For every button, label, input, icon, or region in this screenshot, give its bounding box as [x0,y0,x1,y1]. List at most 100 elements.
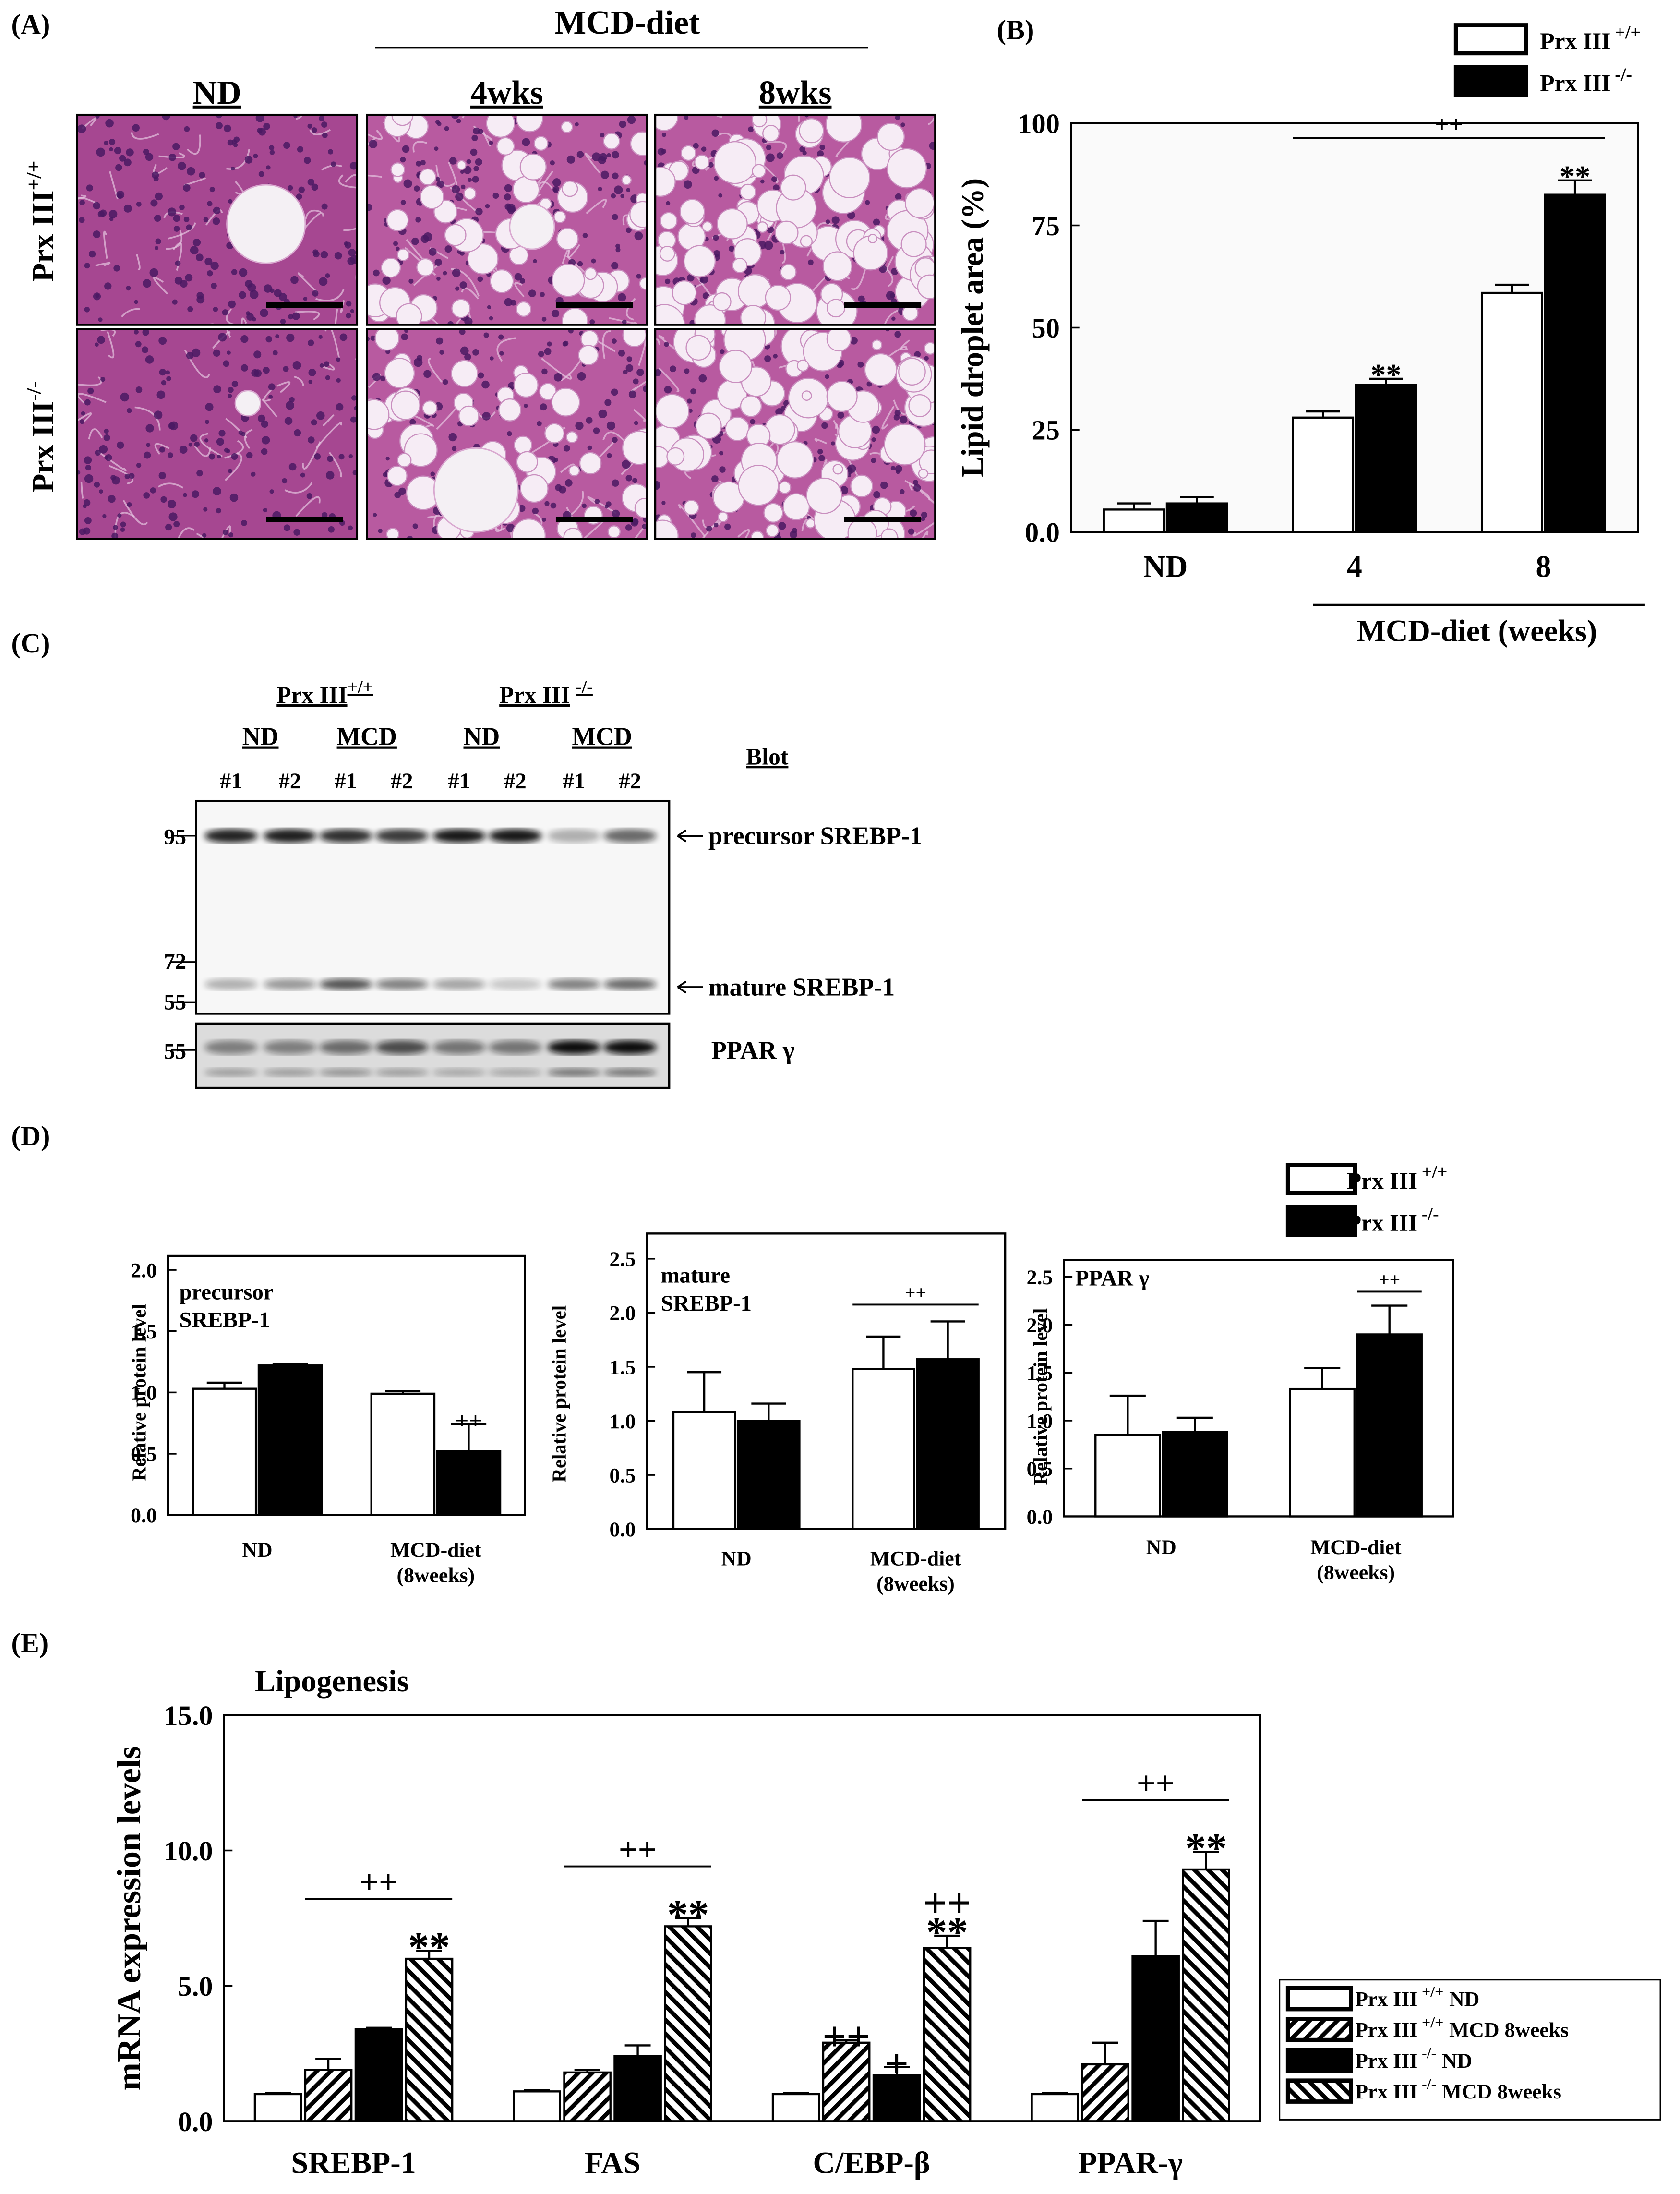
nucleus [871,458,876,463]
nucleus [461,184,466,190]
nucleus [414,185,420,192]
lipid-droplet [752,164,766,178]
nucleus [750,419,756,424]
nucleus [120,527,125,532]
nucleus [307,179,315,186]
nucleus [308,436,315,444]
nucleus [348,454,353,458]
nucleus [85,465,91,471]
sinusoid [570,491,584,516]
nucleus [318,335,323,339]
lipid-droplet [519,153,547,181]
nucleus [701,146,707,152]
nucleus [612,338,617,344]
nucleus [231,381,239,387]
column-label: ND [193,74,241,111]
nucleus [778,522,786,530]
bar [852,1368,915,1530]
nucleus [448,433,457,442]
nucleus [94,482,100,488]
lipid-droplet [904,188,935,218]
nucleus [724,523,731,530]
y-tick-label: 10.0 [164,1835,213,1867]
lipid-droplet [717,208,748,240]
nucleus [222,530,228,535]
column-label: 4wks [470,74,543,111]
lipid-droplet [396,248,410,261]
nucleus [684,115,689,120]
x-tick-label: MCD-diet [870,1547,961,1570]
lipid-droplet [864,353,897,386]
nucleus [628,390,636,398]
blot-group: Prx III -/- [499,677,593,708]
nucleus [541,368,548,375]
sinusoid [302,441,321,470]
nucleus [443,379,448,385]
legend-swatch [1285,1163,1357,1195]
bar [1480,291,1543,533]
nucleus [328,149,334,155]
bar [370,1392,436,1516]
nucleus [211,282,217,289]
y-axis-label: Lipid droplet area (%) [955,178,989,477]
lipid-droplet [456,160,467,170]
nucleus [452,268,461,277]
nucleus [563,445,570,452]
significance-label: ** [1370,358,1401,392]
lipid-droplet [751,530,764,539]
lipid-droplet [629,201,647,228]
nucleus [253,350,262,359]
y-axis-label: Relative protein level [548,1305,570,1483]
sinusoid [77,393,107,404]
nucleus [119,155,126,162]
error-bar [1142,1919,1169,1956]
nucleus [203,507,208,512]
lipid-droplet [655,446,670,468]
nucleus [296,193,302,200]
nucleus [636,368,644,376]
significance-label: ++ [360,1864,398,1901]
nucleus [155,192,163,201]
band-label: precursor SREBP-1 [708,822,923,850]
sinusoid [335,309,338,325]
nucleus [924,356,929,361]
lipid-droplet [387,465,408,486]
nucleus [553,373,563,382]
nucleus [504,298,513,306]
sinusoid [136,254,141,271]
lipid-droplet [533,136,549,151]
nucleus [155,238,161,244]
nucleus [145,153,154,161]
nucleus [460,346,469,355]
nucleus [921,517,925,521]
lipid-droplet [621,175,632,185]
y-tick-label: 0.0 [178,2106,213,2137]
inner-label: PPAR γ [1075,1266,1150,1290]
y-tick-label: 25 [1032,415,1060,446]
nucleus [790,530,797,539]
nucleus [455,286,460,291]
nucleus [577,261,583,267]
nucleus [913,484,921,492]
error-bar [385,1390,421,1394]
nucleus [117,513,122,518]
nucleus [322,133,328,138]
legend-name: Prx III [1355,2019,1417,2042]
nucleus [109,147,113,152]
nucleus [873,491,881,498]
nucleus [109,217,114,221]
nucleus [319,115,324,121]
lipid-droplet [780,174,806,201]
nucleus [209,453,216,460]
diet-label: ND [242,723,279,751]
sinusoid [244,429,253,449]
lipid-droplet [467,243,499,275]
nucleus [444,245,452,253]
nucleus [344,241,352,249]
nucleus [83,499,91,506]
nucleus [900,489,905,494]
band [263,1040,317,1055]
error-bar [751,1402,786,1421]
band [488,1040,542,1055]
legend-name: Prx III [1355,2049,1417,2073]
